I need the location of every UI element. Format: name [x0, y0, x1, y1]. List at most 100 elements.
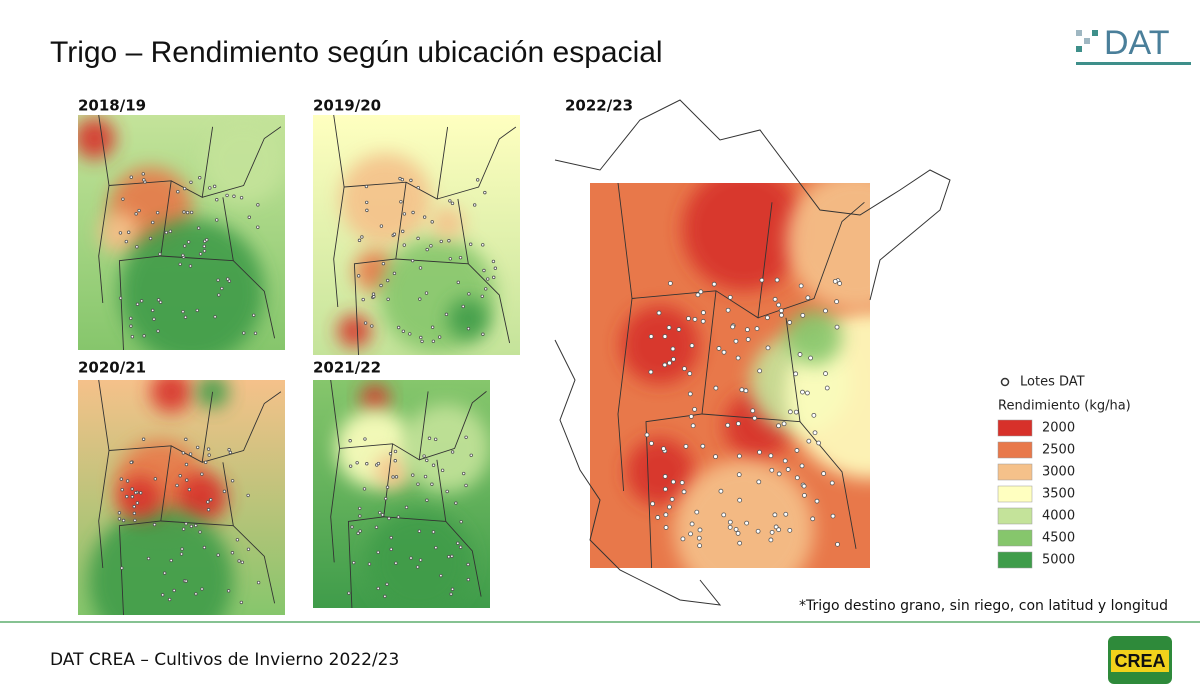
field-point [823, 308, 828, 314]
field-point [363, 437, 367, 441]
field-point [125, 479, 130, 483]
field-point [360, 235, 364, 239]
heat-blob [620, 305, 700, 384]
field-point [681, 489, 687, 495]
heat-blob [202, 120, 285, 204]
field-point [644, 432, 650, 438]
field-point [739, 387, 745, 393]
province-border [437, 126, 517, 200]
map-label: 2020/21 [78, 359, 146, 377]
country-border [554, 339, 722, 606]
map-label: 2019/20 [313, 97, 381, 115]
heat-blob [374, 453, 411, 489]
field-point [744, 520, 750, 526]
field-point [198, 176, 202, 180]
field-point [208, 186, 212, 190]
field-point [737, 497, 743, 503]
legend-swatch [997, 485, 1033, 503]
field-point [793, 371, 799, 377]
field-point [212, 184, 217, 189]
field-point [461, 471, 466, 476]
field-point [394, 475, 399, 479]
heat-blob [195, 380, 230, 409]
map-panel: 2019/20 [313, 97, 520, 356]
field-point [371, 292, 376, 296]
field-point [483, 190, 487, 195]
field-point [415, 565, 420, 569]
field-point [745, 327, 750, 333]
field-point [461, 304, 465, 309]
field-point [425, 458, 429, 463]
field-point [196, 226, 201, 230]
field-point [148, 236, 153, 241]
field-point [782, 458, 788, 464]
field-point [473, 203, 477, 207]
heat-surface [78, 380, 285, 615]
field-point [787, 320, 793, 325]
field-point [701, 310, 706, 315]
field-point [153, 477, 158, 481]
field-point [348, 464, 353, 468]
field-point [187, 487, 192, 492]
slide-title: Trigo – Rendimiento según ubicación espa… [50, 36, 663, 69]
field-point [246, 547, 251, 551]
field-point [126, 230, 131, 234]
field-point [687, 371, 693, 377]
country-border [554, 99, 951, 301]
field-point [121, 197, 125, 201]
field-point [206, 500, 210, 504]
heat-surface [78, 115, 285, 350]
field-point [794, 475, 800, 481]
legend-swatch [997, 529, 1033, 547]
field-point [394, 561, 398, 565]
field-point [464, 435, 468, 439]
field-point [688, 414, 694, 419]
field-point [404, 505, 409, 510]
field-point [783, 511, 789, 517]
province-border [645, 290, 717, 569]
field-point [835, 541, 840, 547]
field-point [409, 178, 413, 183]
legend-value: 4500 [1042, 531, 1075, 546]
field-point [194, 592, 198, 596]
field-point [466, 577, 471, 582]
field-point [252, 313, 256, 317]
field-point [787, 409, 793, 415]
field-point [448, 199, 452, 203]
field-point [188, 452, 193, 456]
legend-value: 2000 [1042, 421, 1075, 436]
field-point [450, 450, 455, 454]
field-point [787, 527, 793, 533]
field-point [155, 210, 160, 215]
field-point [491, 259, 496, 264]
field-point [680, 536, 686, 542]
field-point [152, 317, 156, 321]
map-label: 2018/19 [78, 97, 146, 115]
field-point [186, 240, 191, 244]
legend-value: 3000 [1042, 465, 1075, 480]
field-point [735, 421, 741, 426]
field-point [480, 294, 484, 298]
field-point [727, 524, 733, 530]
field-point [142, 334, 146, 338]
field-point [697, 527, 703, 533]
heat-blob [337, 314, 371, 348]
field-point [247, 215, 251, 219]
field-point [117, 511, 122, 515]
field-point [467, 292, 471, 296]
field-point [439, 239, 443, 244]
legend-points-label: Lotes DAT [1020, 375, 1085, 390]
heat-blob [674, 459, 814, 568]
field-point [189, 180, 193, 185]
field-point [389, 535, 393, 540]
field-point [756, 479, 762, 485]
province-border [353, 182, 407, 356]
field-point [179, 552, 184, 556]
field-point [798, 283, 804, 289]
field-point [182, 186, 187, 191]
field-point [181, 527, 186, 531]
logo-band [1111, 650, 1169, 672]
field-point [118, 296, 123, 300]
field-point [431, 339, 436, 344]
field-point [772, 296, 778, 302]
